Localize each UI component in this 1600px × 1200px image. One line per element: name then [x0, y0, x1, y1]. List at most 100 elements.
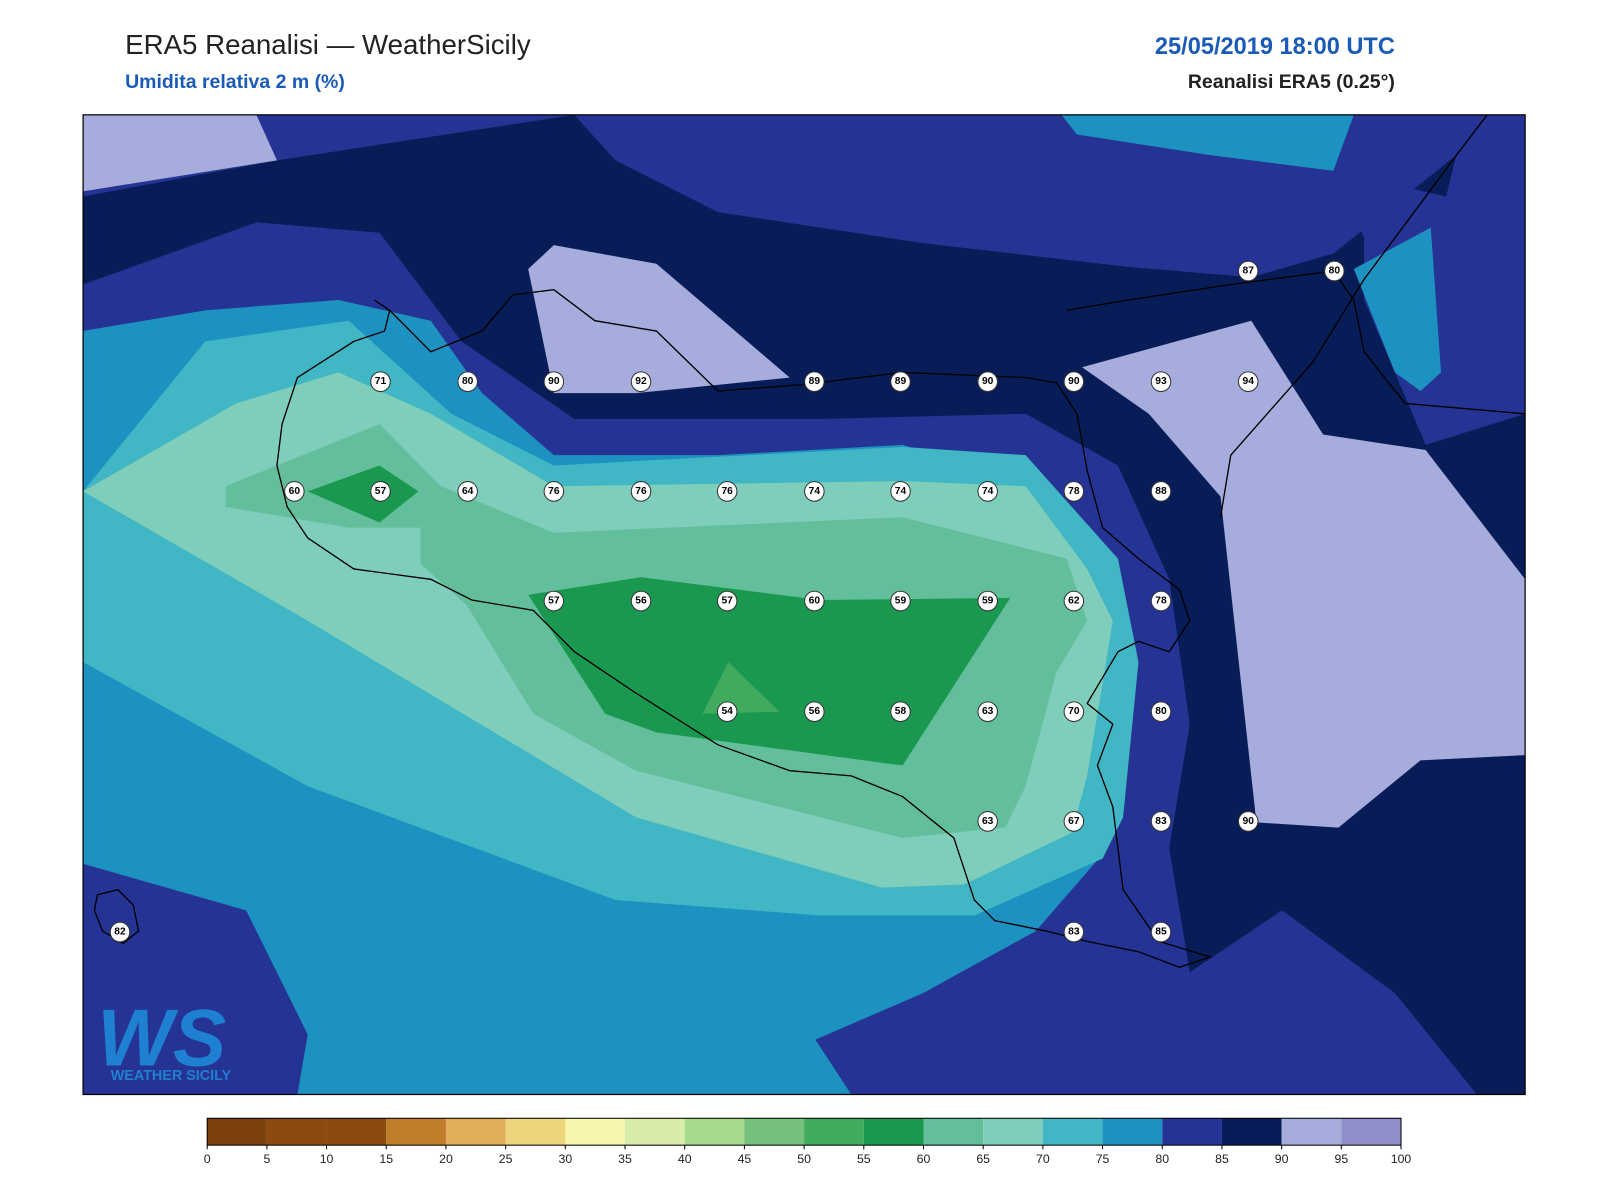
station-marker: [890, 371, 911, 393]
station-value: 80: [1329, 266, 1341, 277]
station-value: 85: [1155, 927, 1167, 938]
station-marker: [543, 481, 565, 502]
station-marker: [977, 371, 998, 393]
station-value: 57: [548, 596, 560, 607]
colorbar-segment: [983, 1118, 1043, 1146]
station-marker: [1150, 811, 1172, 832]
station-marker: [543, 371, 565, 393]
station-value: 89: [809, 376, 821, 387]
colorbar-segment: [1042, 1118, 1103, 1146]
station-marker: [1150, 481, 1172, 502]
station-marker: [804, 701, 825, 723]
colorbar-tick-label: 60: [917, 1152, 931, 1166]
colorbar-tick-label: 15: [379, 1152, 393, 1166]
station-marker: [370, 481, 391, 502]
station-marker: [1237, 811, 1259, 832]
station-marker: [1063, 811, 1085, 832]
station-marker: [804, 481, 825, 502]
colorbar-tick-label: 45: [738, 1152, 752, 1166]
station-marker: [630, 481, 652, 502]
colorbar-tick-label: 50: [797, 1152, 811, 1166]
contour: [528, 577, 1011, 766]
map: 87 80 71 80 90 92 89 89 90 90 93 94 60 57 64 76 76 76 74 74…: [83, 114, 1526, 1095]
station-value: 54: [721, 706, 733, 717]
colorbar-segment: [804, 1118, 864, 1146]
station-marker: [804, 371, 825, 393]
station-value: 64: [462, 486, 474, 497]
coastline: [93, 888, 140, 945]
station-marker: [1063, 371, 1085, 393]
station-value: 70: [1068, 706, 1080, 717]
colorbar-segment: [386, 1118, 446, 1146]
station-marker: [1150, 921, 1172, 943]
colorbar-segment: [863, 1118, 924, 1146]
colorbar-segment: [207, 1118, 267, 1146]
station-value: 57: [721, 596, 733, 607]
station-value: 90: [982, 376, 994, 387]
station-marker: [716, 590, 738, 612]
map-frame: [82, 114, 1526, 1096]
station-value: 94: [1242, 376, 1254, 387]
colorbar-segment: [684, 1118, 745, 1146]
logo-letters: WS: [97, 993, 226, 1083]
station-marker: [1150, 371, 1172, 393]
station-marker: [457, 481, 478, 502]
colorbar-tick-label: 85: [1215, 1152, 1229, 1166]
coastline: [1066, 114, 1526, 518]
station-value: 90: [1068, 376, 1080, 387]
station-marker: [977, 590, 998, 612]
colorbar-segment: [326, 1118, 387, 1146]
title: ERA5 Reanalisi — WeatherSicily: [125, 29, 531, 60]
station-value: 58: [895, 706, 907, 717]
colorbar-tick-label: 20: [439, 1152, 453, 1166]
station-marker: [890, 701, 911, 723]
colorbar: 0 5 10 15 20 25 30 35 40 45 50 55 60 65 70 75 80 85 90 95 10…: [204, 1117, 1411, 1166]
station-marker: [977, 701, 998, 723]
station-value: 60: [289, 486, 301, 497]
colorbar-segment: [1341, 1118, 1402, 1146]
station-value: 74: [982, 486, 994, 497]
station-value: 59: [982, 596, 994, 607]
colorbar-tick-label: 75: [1096, 1152, 1110, 1166]
colorbar-segment: [744, 1118, 805, 1146]
station-value: 87: [1242, 266, 1254, 277]
station-value: 88: [1155, 486, 1167, 497]
contour: [83, 114, 277, 192]
colorbar-tick-label: 95: [1334, 1152, 1348, 1166]
station-marker: [890, 481, 911, 502]
station-value: 76: [635, 486, 647, 497]
colorbar-tick-label: 30: [558, 1152, 572, 1166]
colorbar-tick-label: 5: [263, 1152, 270, 1166]
colorbar-tick-label: 90: [1275, 1152, 1289, 1166]
station-marker: [630, 590, 652, 612]
station-value: 60: [809, 596, 821, 607]
station-value: 92: [635, 376, 647, 387]
station-value: 59: [895, 596, 907, 607]
colorbar-tick-label: 0: [204, 1152, 211, 1166]
station-value: 80: [462, 376, 474, 387]
station-value: 57: [375, 486, 387, 497]
colorbar-segment: [625, 1118, 685, 1146]
source: Reanalisi ERA5 (0.25°): [1188, 71, 1395, 93]
logo: WS WEATHER SICILY: [97, 993, 231, 1084]
station-marker: [716, 701, 738, 723]
colorbar-tick-label: 70: [1036, 1152, 1050, 1166]
station-value: 56: [635, 596, 647, 607]
station-marker: [370, 371, 391, 393]
contour: [1061, 114, 1354, 171]
colorbar-tick-label: 55: [857, 1152, 871, 1166]
station-marker: [543, 590, 565, 612]
colorbar-segment: [565, 1118, 626, 1146]
station-value: 74: [895, 486, 907, 497]
station-marker: [109, 921, 131, 943]
colorbar-segment: [923, 1118, 984, 1146]
station-marker: [457, 371, 478, 393]
station-marker: [1237, 260, 1259, 282]
colorbar-tick-label: 80: [1155, 1152, 1169, 1166]
station-value: 83: [1155, 816, 1167, 827]
station-marker: [1150, 701, 1172, 723]
station-value: 78: [1155, 596, 1167, 607]
colorbar-tick-label: 25: [499, 1152, 513, 1166]
station-value: 89: [895, 376, 907, 387]
station-value: 74: [809, 486, 821, 497]
